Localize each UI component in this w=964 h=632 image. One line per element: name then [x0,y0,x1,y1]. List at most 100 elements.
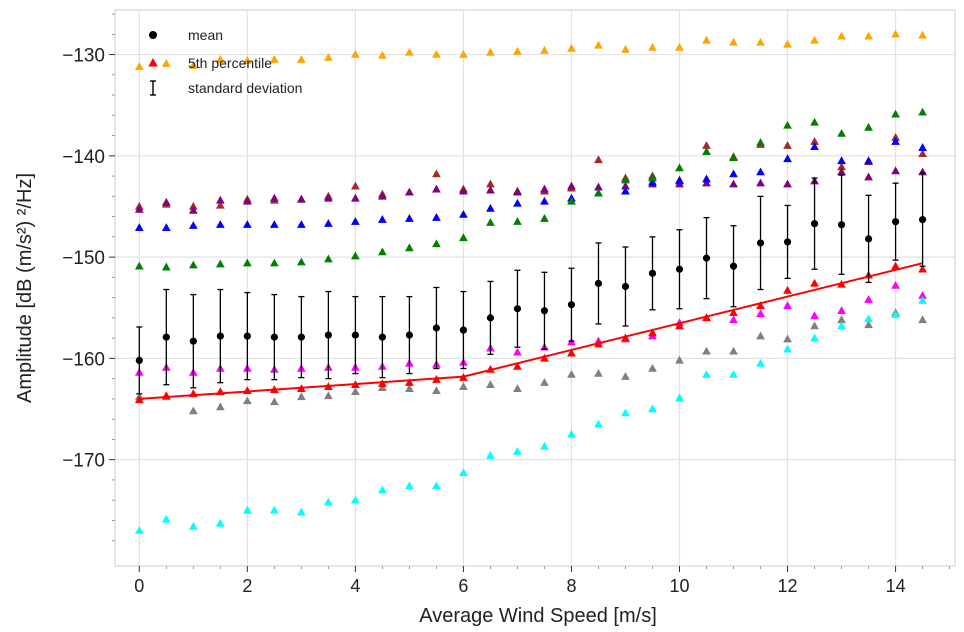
series-4-marker [864,122,873,131]
series-4-marker [215,259,225,268]
series-5-marker [567,369,576,378]
series-0-marker [837,31,846,40]
mean-point [891,218,900,226]
series-4-marker [783,120,792,129]
series-2-marker [351,193,360,202]
legend-label: 5th percentile [188,55,272,71]
series-7 [134,296,927,534]
mean-point [378,333,386,341]
series-6-marker [810,311,819,320]
series-8-marker [810,278,819,287]
series-3 [134,137,927,231]
mean-point [540,307,549,315]
series-5-marker [621,372,630,380]
series-0-marker [242,56,252,64]
series-0-marker [486,47,495,56]
series-5-marker [242,396,252,405]
series-0-marker [810,35,819,44]
legend-percentile-marker [148,58,158,67]
series-4-marker [432,239,441,248]
series-7-marker [621,408,630,417]
series-2-marker [621,181,630,190]
series-8-marker [134,395,144,404]
mean-point [648,269,657,277]
series-0-marker [513,46,522,55]
series-7-marker [540,441,549,450]
series-2-marker [702,178,711,187]
series-3-marker [242,220,252,228]
series-4-marker [621,175,630,184]
series-8-marker [675,321,684,330]
series-3-marker [351,217,360,225]
series-7-marker [756,358,765,367]
series-0-marker [459,49,468,58]
series-2-marker [378,191,387,200]
series-4-marker [567,196,576,205]
series-4-marker [675,163,684,172]
series-7-marker [242,505,252,514]
mean-point [486,314,495,322]
series-1-marker [594,155,603,164]
mean-point [729,262,738,270]
series-8-marker [918,264,927,273]
series-7-marker [459,468,468,477]
series-4-marker [188,260,198,269]
series-0-marker [756,37,765,46]
series-5-marker [648,363,657,372]
series-7-marker [891,310,900,319]
series-2-marker [729,179,738,188]
series-0-marker [134,62,144,70]
x-tick-label: 0 [134,576,144,596]
series-4-marker [405,243,414,252]
series-2-marker [540,184,549,193]
series-0-marker [188,61,198,69]
series-4-marker [729,153,738,162]
mean-point [216,332,224,340]
series-4-marker [540,214,549,222]
mean-point [189,337,197,345]
mean-point [702,254,711,262]
series-4-marker [351,251,360,260]
series-6-marker [729,315,738,324]
series-0-marker [729,37,738,46]
series-2-marker [188,205,198,214]
series-8-marker [567,348,576,357]
series-5-marker [432,386,441,395]
series-6-marker [918,290,927,299]
x-axis-label: Average Wind Speed [m/s] [419,605,657,627]
series-3-marker [648,177,657,186]
mean-point [918,216,927,224]
series-1-marker [486,179,495,188]
series-7-marker [783,344,792,353]
series-1-marker [351,181,360,190]
series-2-marker [405,187,414,196]
series-5-marker [675,355,684,364]
series-5-marker [837,315,846,324]
series-7-marker [188,521,198,530]
series-5-marker [215,402,225,411]
series-0-marker [702,35,711,44]
series-8-marker [540,353,549,362]
series-4-marker [134,261,144,270]
series-7-marker [486,451,495,459]
series-0-marker [621,44,630,53]
series-3-marker [540,196,549,205]
series-0-marker [918,30,927,39]
x-tick-label: 8 [566,576,576,596]
series-4-marker [513,217,522,225]
series-5-marker [296,392,306,401]
series-5-marker [702,346,711,355]
x-tick-label: 4 [350,576,360,596]
series-1-marker [215,200,225,209]
mean-point [675,265,684,273]
tick-labels: 0 2 4 6 8 10 12 14 −170 −160 −150 −140 −130 [62,46,905,596]
series-1-marker [432,169,441,178]
series-7-marker [810,333,819,342]
series-1-marker [891,133,900,141]
series-4-marker [810,117,819,126]
series-3-marker [161,223,171,231]
series-0-marker [324,52,333,61]
series-2-marker [864,172,873,181]
series-3-marker [296,220,306,228]
